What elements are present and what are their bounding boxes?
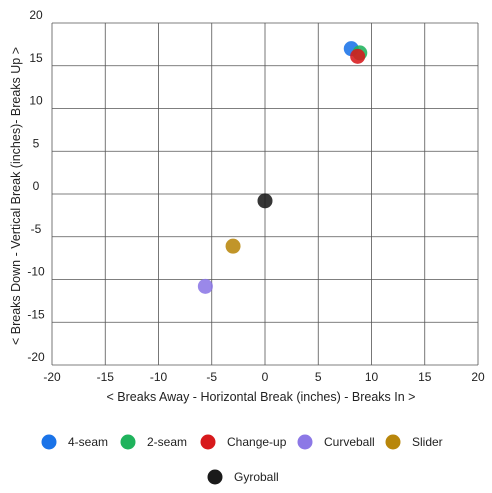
legend-marker [200, 434, 216, 450]
y-tick-label: -10 [27, 265, 45, 279]
x-tick-label: 20 [471, 370, 485, 384]
y-tick-label: -20 [27, 350, 45, 364]
x-tick-label: 10 [365, 370, 379, 384]
x-tick-label: 5 [315, 370, 322, 384]
x-axis-ticks: -20 -15 -10 -5 0 5 10 15 20 [43, 370, 485, 384]
legend-item[interactable]: Change-up [200, 434, 287, 450]
legend-marker [385, 434, 401, 450]
y-tick-label: 20 [29, 8, 43, 22]
data-points [197, 41, 368, 294]
x-tick-label: 0 [262, 370, 269, 384]
data-point-change-up[interactable] [350, 48, 366, 64]
legend: 4-seam 2-seam Change-up Curveball Slider Gyro… [41, 434, 443, 485]
x-tick-label: -10 [150, 370, 168, 384]
legend-label: 2-seam [147, 435, 187, 449]
y-tick-label: 10 [29, 94, 43, 108]
y-tick-label: 5 [33, 136, 40, 150]
y-tick-label: -5 [31, 222, 42, 236]
data-point-slider[interactable] [225, 238, 241, 254]
x-tick-label: -15 [97, 370, 115, 384]
x-tick-label: -20 [43, 370, 61, 384]
legend-marker [297, 434, 313, 450]
legend-marker [41, 434, 57, 450]
legend-label: 4-seam [68, 435, 108, 449]
legend-label: Slider [412, 435, 443, 449]
y-tick-label: -15 [27, 307, 45, 321]
legend-label: Change-up [227, 435, 287, 449]
legend-marker [120, 434, 136, 450]
legend-item[interactable]: 2-seam [120, 434, 188, 450]
data-point-curveball[interactable] [197, 278, 213, 294]
legend-label: Gyroball [234, 470, 279, 484]
legend-item[interactable]: Curveball [297, 434, 375, 450]
legend-item[interactable]: Gyroball [207, 469, 279, 485]
data-point-gyroball[interactable] [257, 193, 273, 209]
legend-marker [207, 469, 223, 485]
legend-item[interactable]: 4-seam [41, 434, 109, 450]
x-tick-label: -5 [206, 370, 217, 384]
x-axis-title: < Breaks Away - Horizontal Break (inches… [107, 390, 416, 404]
x-tick-label: 15 [418, 370, 432, 384]
y-tick-label: 0 [33, 179, 40, 193]
legend-item[interactable]: Slider [385, 434, 443, 450]
y-axis-title: < Breaks Down - Vertical Break (inches)-… [9, 47, 23, 345]
y-tick-label: 15 [29, 51, 43, 65]
y-axis-ticks: 20 15 10 5 0 -5 -10 -15 -20 [27, 8, 45, 364]
legend-label: Curveball [324, 435, 375, 449]
